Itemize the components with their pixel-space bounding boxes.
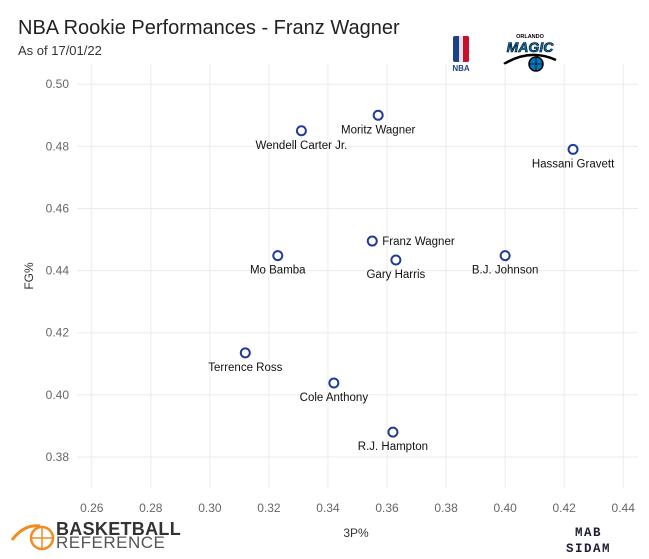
y-tick-label: 0.50 [46, 77, 70, 91]
bbref-line1: BASKETBALL [56, 519, 181, 539]
point-label: Hassani Gravett [532, 158, 615, 170]
point-label: Mo Bamba [250, 265, 306, 277]
data-point [328, 377, 340, 389]
y-axis-title: FG% [22, 262, 36, 290]
basketball-reference-logo: BASKETBALL REFERENCE [56, 519, 181, 552]
chart-subtitle: As of 17/01/22 [18, 43, 102, 58]
point-label: Wendell Carter Jr. [255, 140, 347, 152]
point-labels: Moritz Wagner Wendell Carter Jr. Hassani G… [208, 124, 615, 453]
x-axis-title: 3P% [343, 526, 369, 540]
data-point [272, 250, 284, 262]
data-point [239, 347, 251, 359]
x-tick-label: 0.38 [434, 501, 458, 515]
magic-logo-text: MAGIC [507, 39, 555, 55]
chart-title: NBA Rookie Performances - Franz Wagner [18, 17, 400, 39]
x-tick-label: 0.28 [139, 501, 163, 515]
point-label: Cole Anthony [300, 392, 369, 404]
data-point [372, 109, 384, 121]
mab-line1: MAB [575, 526, 603, 540]
x-tick-label: 0.32 [257, 501, 281, 515]
mab-sidam-logo: MAB SIDAM [566, 525, 611, 557]
grid [77, 64, 638, 488]
data-point [567, 143, 579, 155]
mab-line2: SIDAM [566, 542, 612, 556]
data-point [499, 250, 511, 262]
point-label: Terrence Ross [208, 362, 282, 374]
x-tick-label: 0.26 [80, 501, 104, 515]
basketball-reference-logo-icon [10, 524, 55, 551]
data-points [239, 109, 579, 438]
y-tick-label: 0.48 [46, 139, 70, 153]
data-point [295, 125, 307, 137]
y-tick-label: 0.42 [46, 326, 70, 340]
point-label: B.J. Johnson [472, 265, 538, 277]
point-label: R.J. Hampton [358, 441, 428, 453]
y-tick-label: 0.38 [46, 450, 70, 464]
data-point [387, 426, 399, 438]
x-tick-label: 0.44 [612, 501, 636, 515]
y-axis-ticks: 0.38 0.40 0.42 0.44 0.46 0.48 0.50 [46, 77, 70, 464]
point-label: Franz Wagner [382, 236, 455, 248]
nba-logo: NBA [452, 36, 470, 72]
x-tick-label: 0.34 [316, 501, 340, 515]
x-tick-label: 0.42 [553, 501, 577, 515]
x-axis-ticks: 0.26 0.28 0.30 0.32 0.34 0.36 0.38 0.40 0.42 0.44 [80, 501, 635, 515]
bbref-line2: REFERENCE [56, 533, 166, 552]
orlando-magic-logo: ORLANDO MAGIC [503, 34, 557, 72]
x-tick-label: 0.30 [198, 501, 222, 515]
point-label: Gary Harris [366, 269, 425, 281]
x-tick-label: 0.36 [375, 501, 399, 515]
data-point [390, 254, 402, 266]
y-tick-label: 0.40 [46, 388, 70, 402]
y-tick-label: 0.44 [46, 264, 70, 278]
data-point [366, 235, 378, 247]
magic-logo-city: ORLANDO [516, 34, 545, 40]
point-label: Moritz Wagner [341, 124, 416, 136]
nba-logo-text: NBA [452, 64, 470, 72]
y-tick-label: 0.46 [46, 201, 70, 215]
x-tick-label: 0.40 [493, 501, 517, 515]
